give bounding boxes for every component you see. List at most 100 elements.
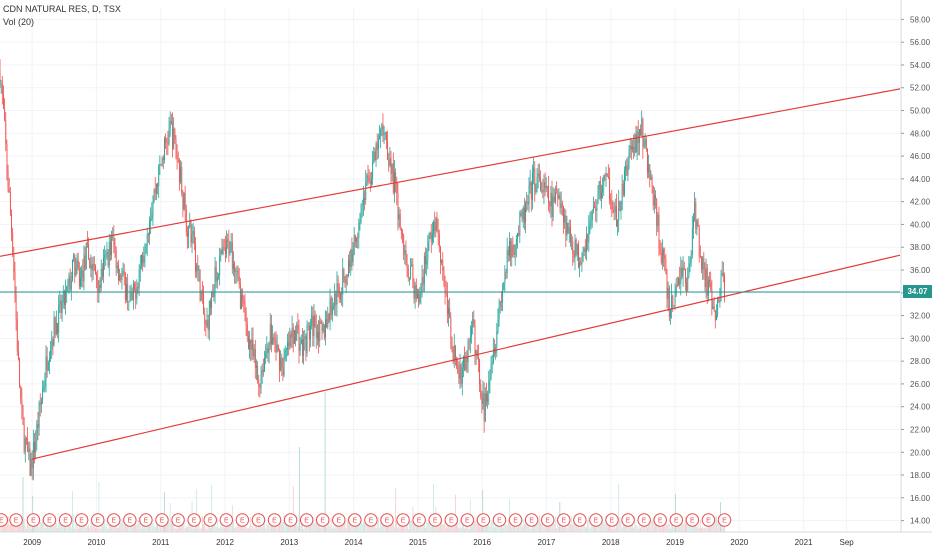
- earnings-marker[interactable]: E: [557, 513, 571, 527]
- earnings-marker-label: E: [47, 518, 52, 525]
- earnings-marker[interactable]: E: [621, 513, 635, 527]
- candle-body: [287, 342, 288, 349]
- volume-bar: [26, 528, 27, 532]
- candle-body: [184, 193, 186, 210]
- y-tick-label: 30.00: [910, 334, 931, 343]
- earnings-marker[interactable]: E: [508, 513, 523, 527]
- volume-bar: [4, 521, 6, 532]
- candle-body: [380, 130, 382, 137]
- candle-body: [614, 205, 616, 213]
- candle-body: [604, 175, 606, 176]
- volume-bar: [91, 518, 93, 532]
- candle-body: [724, 275, 725, 298]
- candle-body: [589, 220, 591, 226]
- volume-indicator-label[interactable]: Vol (20): [3, 17, 35, 27]
- candle-body: [116, 265, 118, 269]
- earnings-marker[interactable]: E: [364, 513, 378, 527]
- earnings-marker[interactable]: E: [74, 513, 89, 527]
- candle-body: [39, 402, 41, 405]
- earnings-marker[interactable]: E: [428, 513, 442, 527]
- earnings-marker[interactable]: E: [91, 513, 105, 527]
- earnings-marker[interactable]: E: [573, 513, 587, 527]
- earnings-marker[interactable]: E: [492, 513, 507, 527]
- candle-body: [26, 438, 27, 440]
- earnings-marker[interactable]: E: [589, 513, 603, 527]
- earnings-marker[interactable]: E: [251, 513, 266, 527]
- volume-bar: [567, 521, 569, 532]
- volume-bar: [694, 521, 696, 532]
- earnings-marker[interactable]: E: [139, 513, 153, 527]
- candle-body: [172, 124, 173, 150]
- trendlines[interactable]: [0, 88, 901, 460]
- volume-bar: [687, 521, 689, 532]
- earnings-marker[interactable]: E: [669, 513, 683, 527]
- earnings-marker[interactable]: E: [476, 513, 491, 527]
- candle-body: [307, 325, 309, 327]
- earnings-marker[interactable]: E: [107, 513, 121, 527]
- earnings-marker[interactable]: E: [299, 513, 314, 527]
- earnings-marker[interactable]: E: [235, 513, 250, 527]
- earnings-marker[interactable]: E: [187, 513, 201, 527]
- earnings-marker[interactable]: E: [524, 513, 539, 527]
- candle-body: [198, 270, 200, 271]
- earnings-marker[interactable]: E: [605, 513, 619, 527]
- symbol-title[interactable]: CDN NATURAL RES, D, TSX: [3, 4, 121, 14]
- earnings-marker[interactable]: E: [42, 513, 57, 527]
- candle-body: [679, 278, 681, 285]
- earnings-marker[interactable]: E: [9, 513, 23, 527]
- candle-body: [708, 280, 709, 296]
- candle-body: [688, 263, 690, 277]
- volume-bar: [229, 523, 231, 532]
- earnings-marker[interactable]: E: [316, 513, 330, 527]
- earnings-marker[interactable]: E: [717, 513, 732, 527]
- earnings-marker[interactable]: E: [460, 513, 475, 527]
- candle-body: [446, 293, 448, 315]
- earnings-marker-circle: [0, 513, 8, 527]
- earnings-marker[interactable]: E: [171, 513, 185, 527]
- earnings-marker[interactable]: E: [58, 513, 73, 527]
- volume-bar: [334, 528, 336, 532]
- candle-body: [30, 458, 32, 476]
- earnings-marker[interactable]: E: [283, 513, 298, 527]
- earnings-marker[interactable]: E: [412, 513, 426, 527]
- candle-body: [1, 84, 3, 95]
- candle-body: [215, 267, 217, 282]
- earnings-marker[interactable]: E: [701, 513, 716, 527]
- earnings-marker[interactable]: E: [653, 513, 667, 527]
- earnings-marker[interactable]: E: [123, 513, 137, 527]
- earnings-marker[interactable]: E: [396, 513, 410, 527]
- volume-bar: [89, 527, 91, 532]
- earnings-marker[interactable]: E: [155, 513, 169, 527]
- earnings-marker[interactable]: E: [219, 513, 233, 527]
- earnings-marker[interactable]: E: [0, 513, 8, 527]
- candle-body: [426, 260, 428, 265]
- candle-body: [35, 441, 37, 453]
- earnings-marker[interactable]: E: [348, 513, 362, 527]
- candle-body: [551, 193, 553, 217]
- candle-body: [268, 344, 270, 353]
- candle-body: [66, 286, 68, 292]
- candle-body: [234, 263, 236, 272]
- earnings-marker-circle: [637, 513, 651, 527]
- earnings-marker[interactable]: E: [380, 513, 394, 527]
- earnings-marker[interactable]: E: [637, 513, 651, 527]
- earnings-marker[interactable]: E: [332, 513, 346, 527]
- earnings-marker[interactable]: E: [26, 513, 41, 527]
- earnings-marker-label: E: [79, 518, 84, 525]
- candle-body: [501, 301, 502, 302]
- candle-body: [693, 218, 694, 228]
- earnings-marker[interactable]: E: [541, 513, 555, 527]
- candle-body: [82, 270, 84, 282]
- candle-body: [375, 143, 377, 160]
- earnings-marker[interactable]: E: [444, 513, 458, 527]
- earnings-marker[interactable]: E: [203, 513, 217, 527]
- earnings-marker[interactable]: E: [267, 513, 282, 527]
- price-axis[interactable]: 14.00 16.00 18.00 20.00 22.00 24.00 26.00 28.00…: [900, 0, 931, 532]
- volume-bar: [47, 527, 49, 532]
- candle-body: [642, 118, 644, 147]
- time-axis[interactable]: 2009 2010 2011 2012 2013 2014 2015 2016 2017 2018…: [0, 531, 932, 547]
- earnings-marker[interactable]: E: [685, 513, 700, 527]
- volume-bar: [84, 527, 86, 532]
